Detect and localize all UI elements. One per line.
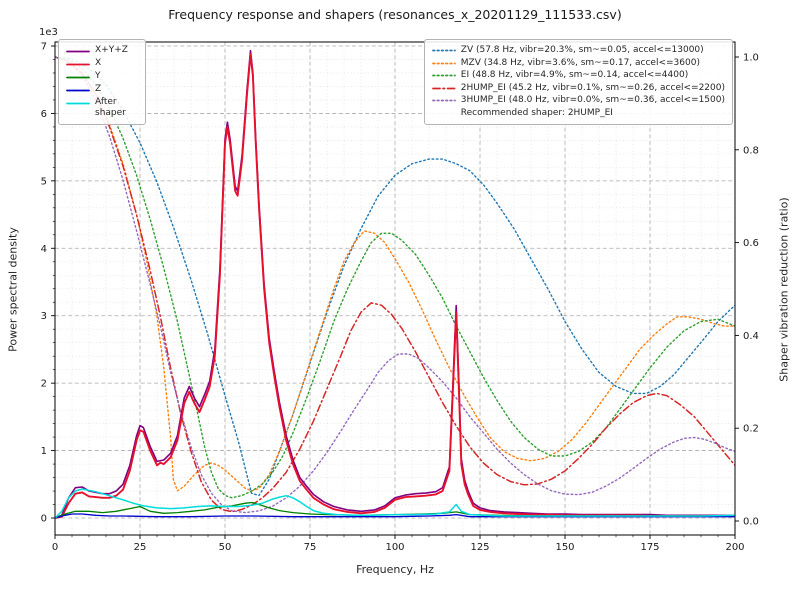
legend-line-sample-icon [66,63,90,66]
legend-line-sample-icon [431,49,456,52]
recommended-shaper-note: Recommended shaper: 2HUMP_EI [460,107,613,118]
y-left-tick-label: 5 [41,176,47,187]
x-tick-label: 0 [52,542,58,553]
y-axis-label-right: Shaper vibration reduction (ratio) [777,197,791,382]
legend-entry: 2HUMP_EI (45.2 Hz, vibr=0.1%, sm~=0.26, … [431,82,725,95]
x-tick-label: 200 [725,542,744,553]
y-left-tick-label: 3 [41,311,47,322]
x-tick-label: 125 [470,542,489,553]
legend-entry-label: MZV (34.8 Hz, vibr=3.6%, sm~=0.17, accel… [460,57,700,68]
y-right-tick-label: 0.4 [743,331,759,342]
y-left-tick-label: 4 [41,244,47,255]
plot-title: Frequency response and shapers (resonanc… [168,7,622,22]
legend-entry: 3HUMP_EI (48.0 Hz, vibr=0.0%, sm~=0.36, … [431,94,725,107]
x-tick-label: 25 [134,542,147,553]
legend-shapers: ZV (57.8 Hz, vibr=20.3%, sm~=0.05, accel… [423,39,733,125]
legend-entry: EI (48.8 Hz, vibr=4.9%, sm~=0.14, accel<… [431,69,725,82]
series-line [55,56,735,513]
y-right-tick-label: 0.6 [743,238,759,249]
series-curves [55,49,735,519]
series-line [55,56,735,497]
legend-entry-label: 2HUMP_EI (45.2 Hz, vibr=0.1%, sm~=0.26, … [460,82,725,93]
legend-entry-label: ZV (57.8 Hz, vibr=20.3%, sm~=0.05, accel… [460,45,704,55]
x-tick-label: 150 [555,542,574,553]
legend-line-sample-icon [431,74,456,77]
y-left-tick-label: 6 [41,109,47,120]
legend-shaper-entries: ZV (57.8 Hz, vibr=20.3%, sm~=0.05, accel… [431,44,725,107]
legend-entry-label: Z [95,84,102,94]
y-right-tick-label: 1.0 [743,53,759,64]
legend-line-sample-icon [66,102,90,105]
series-line [55,56,735,499]
legend-entry-label: X+Y+Z [95,45,128,55]
legend-entry-label: 3HUMP_EI (48.0 Hz, vibr=0.0%, sm~=0.36, … [460,95,725,106]
legend-entry: Y [66,70,138,83]
legend-line-sample-icon [431,99,456,102]
legend-entry: MZV (34.8 Hz, vibr=3.6%, sm~=0.17, accel… [431,57,725,70]
legend-entry: Z [66,83,138,96]
axis-ticks [51,45,739,539]
legend-entry-label: After shaper [95,97,126,118]
y-axis-label-left: Power spectral density [6,227,20,352]
x-tick-label: 50 [219,542,232,553]
legend-entry: X+Y+Z [66,44,138,57]
legend-entry: After shaper [66,96,138,120]
series-line [55,56,735,514]
x-axis-label: Frequency, Hz [356,563,434,576]
legend-psd: X+Y+Z X Y Z After shaper [58,39,146,125]
legend-entry-label: X [95,58,102,68]
series-line [55,488,735,519]
y-left-tick-label: 0 [41,514,47,525]
y-right-tick-label: 0.8 [743,145,759,156]
series-line [55,53,735,519]
legend-line-sample-icon [66,89,90,92]
y-left-tick-label: 7 [41,42,47,53]
y-left-tick-label: 1 [41,446,47,457]
legend-entry: ZV (57.8 Hz, vibr=20.3%, sm~=0.05, accel… [431,44,725,57]
legend-entry: X [66,57,138,70]
x-tick-label: 175 [640,542,659,553]
legend-line-sample-icon [66,76,90,79]
y-left-tick-label: 2 [41,379,47,390]
legend-entry-label: Y [95,71,101,81]
series-line [55,56,735,492]
legend-line-sample-icon [431,87,456,90]
tick-labels: 0 25 50 75 100 125 150 175 200 0 1 2 3 4 5 6 7 0.0 0.2 0.4 0… [41,42,759,554]
legend-psd-entries: X+Y+Z X Y Z After shaper [66,44,138,120]
legend-line-sample-icon [66,50,90,53]
y-axis-offset-text: 1e3 [39,27,58,38]
legend-entry-label: EI (48.8 Hz, vibr=4.9%, sm~=0.14, accel<… [460,70,689,81]
y-right-tick-label: 0.2 [743,424,759,435]
legend-line-sample-icon [431,62,456,64]
x-tick-label: 75 [304,542,317,553]
x-tick-label: 100 [385,542,404,553]
y-right-tick-label: 0.0 [743,517,759,528]
